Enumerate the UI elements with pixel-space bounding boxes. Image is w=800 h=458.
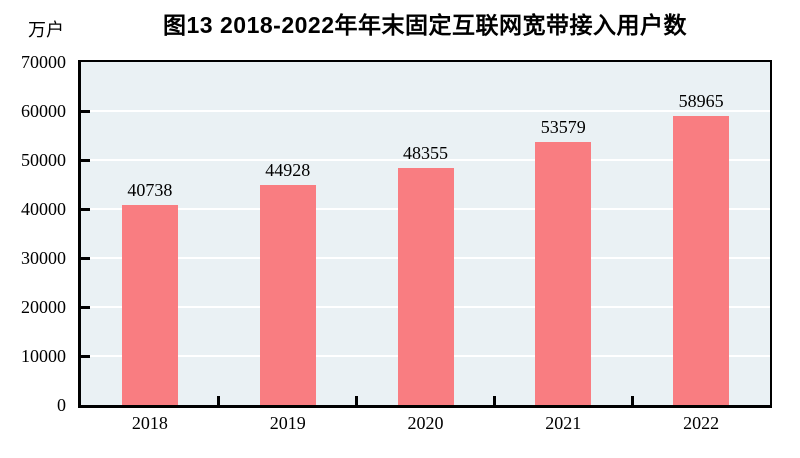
bar-2018 [121,205,178,405]
x-axis-label-2018: 2018 [131,413,168,433]
bar-2021 [535,142,592,405]
bar-2019 [259,184,316,405]
y-axis-label-10000: 10000 [21,346,66,366]
y-axis-unit-label: 万户 [28,20,64,40]
x-axis-tick [492,396,496,405]
y-gridline [81,159,770,161]
x-axis-label-2021: 2021 [545,413,582,433]
bar-value-label: 58965 [678,91,724,112]
chart-title: 图13 2018-2022年年末固定互联网宽带接入用户数 [163,12,687,38]
y-axis-label-70000: 70000 [21,52,66,72]
x-axis-label-2020: 2020 [407,413,444,433]
bar-value-label: 53579 [540,117,586,138]
y-axis-tick [81,257,90,260]
x-axis-tick [630,396,634,405]
y-axis-label-60000: 60000 [21,101,66,121]
y-axis-tick [81,110,90,113]
bar-value-label: 40738 [127,180,173,201]
y-axis-label-50000: 50000 [21,150,66,170]
y-axis-label-0: 0 [57,395,66,415]
x-axis-tick [355,396,359,405]
y-axis-tick [81,208,90,211]
y-axis-label-20000: 20000 [21,297,66,317]
y-axis-tick [81,159,90,162]
y-gridline [81,110,770,112]
bar-value-label: 48355 [403,143,448,164]
bar-2020 [397,168,454,405]
bar-2022 [673,116,730,405]
x-axis-tick [217,396,221,405]
x-axis-label-2022: 2022 [683,413,720,433]
y-axis-tick [81,355,90,358]
plot-area: 40738 44928 48355 53579 58965 [78,60,772,408]
y-axis-tick [81,306,90,309]
y-axis-label-40000: 40000 [21,199,66,219]
x-axis-label-2019: 2019 [269,413,306,433]
y-axis-label-30000: 30000 [21,248,66,268]
bar-value-label: 44928 [265,159,311,180]
